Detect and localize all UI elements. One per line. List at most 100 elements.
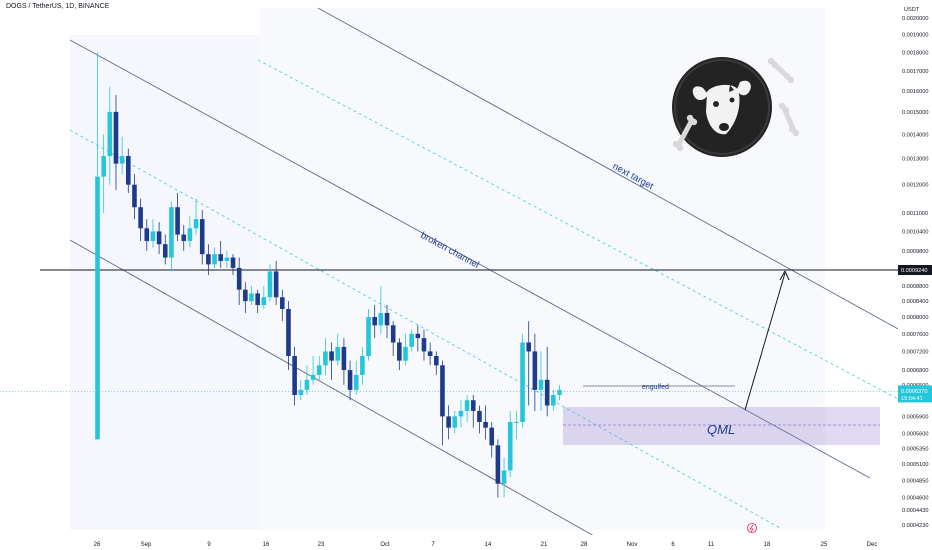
candle-body xyxy=(316,365,322,375)
candle-body xyxy=(193,219,199,229)
time-tick-label: 14 xyxy=(485,542,492,548)
channel-lower-line xyxy=(69,239,611,546)
candle xyxy=(273,260,279,306)
candle xyxy=(323,338,328,375)
candle-body xyxy=(335,346,341,361)
candle-body xyxy=(181,234,187,241)
candle xyxy=(267,264,273,302)
price-tick-label: 0.0011000 xyxy=(902,211,928,217)
candle xyxy=(470,394,476,428)
candle-body xyxy=(126,156,131,185)
bone-end xyxy=(778,102,786,110)
candle xyxy=(434,351,439,375)
candle xyxy=(249,285,254,306)
candle xyxy=(360,346,365,385)
candle xyxy=(138,198,143,241)
qml-zone-box xyxy=(563,407,880,445)
candle xyxy=(507,410,513,478)
candle-body xyxy=(323,351,328,366)
candle xyxy=(557,384,562,401)
bone-end xyxy=(690,118,698,126)
price-tick-label: 0.0004600 xyxy=(902,496,928,502)
price-tick-label: 0.0008400 xyxy=(902,299,928,305)
price-tick-label: 0.0012000 xyxy=(902,183,928,189)
candlesticks[interactable] xyxy=(95,52,562,498)
candle-body xyxy=(378,312,384,326)
dog-ear-left xyxy=(692,86,708,101)
candle-body xyxy=(249,293,254,302)
time-axis: 26 Sep 9 16 23 Oct 7 14 21 28 Nov 6 11 18 25 Dec xyxy=(0,535,898,550)
price-tick-label: 0.0008000 xyxy=(902,315,928,321)
price-tick-label: 0.0004430 xyxy=(902,508,928,514)
candle xyxy=(329,342,334,380)
price-tag-bg xyxy=(898,385,932,403)
candle xyxy=(452,410,458,434)
candle-body xyxy=(224,257,230,261)
time-axis-bg xyxy=(0,535,898,550)
candle-body xyxy=(175,207,180,235)
price-tick-label: 0.0004850 xyxy=(902,478,928,484)
price-tick-label: 0.0005600 xyxy=(902,431,928,437)
time-tick-label: Sep xyxy=(141,542,152,548)
target-channel-upper-line xyxy=(317,7,901,331)
candle xyxy=(489,421,495,458)
time-tick-label: 11 xyxy=(708,542,715,548)
lightning-icon xyxy=(749,524,754,533)
candle-body xyxy=(218,254,223,261)
price-tick-label: 0.0007600 xyxy=(902,332,928,338)
candle xyxy=(193,198,199,235)
trend-channels xyxy=(69,7,901,546)
candle xyxy=(224,250,230,268)
bone-end xyxy=(771,61,779,69)
time-tick-label: 18 xyxy=(764,542,771,548)
candle-body xyxy=(434,355,439,366)
candle xyxy=(132,174,137,220)
candle xyxy=(335,333,341,366)
candle xyxy=(403,333,408,366)
candle xyxy=(236,257,242,306)
candle-body xyxy=(464,400,470,411)
candle xyxy=(477,405,482,434)
candle xyxy=(526,321,531,406)
time-tick-label: 25 xyxy=(821,542,828,548)
candle-body xyxy=(483,421,488,428)
price-tick-label: 0.0007200 xyxy=(902,349,928,355)
candle-body xyxy=(477,410,482,422)
target-channel-mid-line xyxy=(257,59,901,401)
candle xyxy=(520,333,525,428)
candle-body xyxy=(520,342,525,422)
candle-body xyxy=(273,271,279,298)
candle-body xyxy=(538,379,544,390)
candle xyxy=(255,289,260,313)
candle xyxy=(162,234,168,265)
candle-body xyxy=(243,289,248,302)
candle-body xyxy=(162,244,168,258)
candle-body xyxy=(360,355,365,375)
candle xyxy=(421,329,427,361)
target-arrows xyxy=(744,270,790,411)
candle-body xyxy=(255,293,260,306)
price-axis: USDT 0.0020000 0.0019000 0.0018000 0.0017000… xyxy=(898,0,932,550)
time-tick-label: 7 xyxy=(431,542,435,548)
candle xyxy=(415,325,421,352)
candle xyxy=(316,355,322,380)
time-tick-label: 23 xyxy=(318,542,325,548)
dog-ear-right xyxy=(737,80,751,96)
candle-body xyxy=(144,228,150,241)
price-tick-label: 0.0009800 xyxy=(902,249,928,255)
candle-body xyxy=(261,297,267,306)
bone-icon xyxy=(675,117,695,149)
candle-body xyxy=(403,346,408,361)
price-tick-label: 0.0010400 xyxy=(902,229,928,235)
candle-body xyxy=(286,308,291,356)
horizontal-levels xyxy=(0,269,898,392)
candle-body xyxy=(544,379,550,406)
price-tick-label: 0.0020000 xyxy=(902,16,928,22)
qml-label: QML xyxy=(707,422,735,437)
candle xyxy=(169,201,174,272)
candle xyxy=(119,136,125,175)
candle xyxy=(514,410,519,440)
candle-body xyxy=(390,325,396,343)
currency-label: USDT xyxy=(904,7,920,13)
